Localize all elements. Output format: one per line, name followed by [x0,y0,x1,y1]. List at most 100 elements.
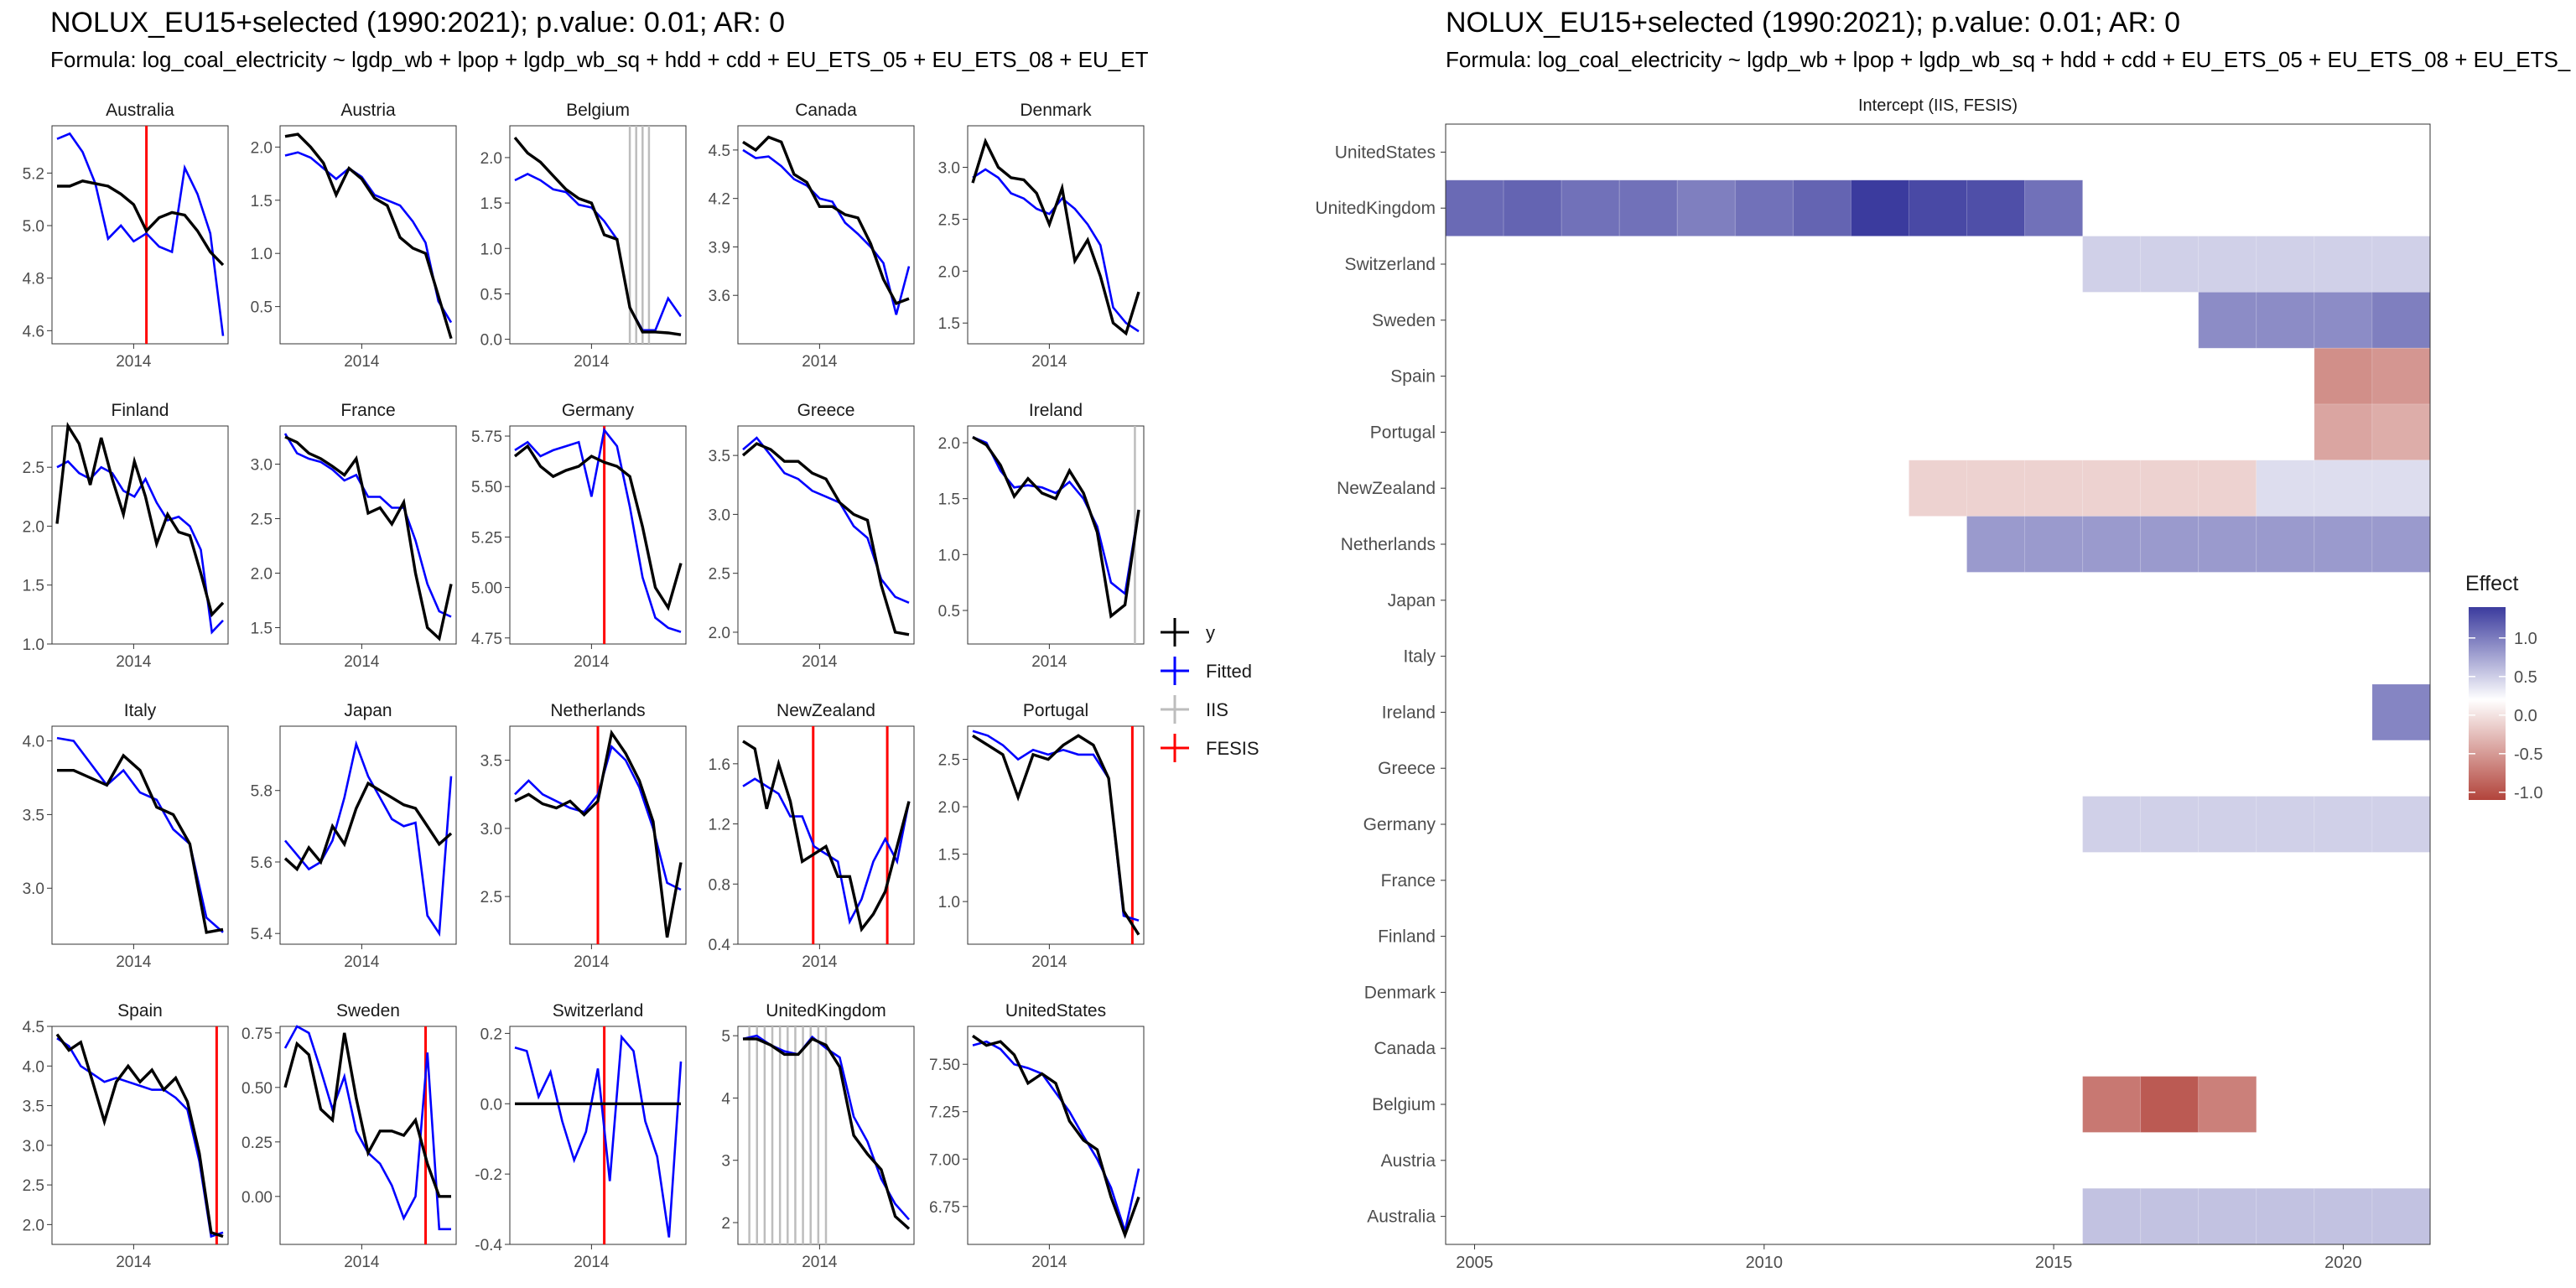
y-tick-label: 2.5 [709,566,730,584]
heatmap-cell [2082,236,2142,293]
heatmap-cell [2371,291,2431,349]
y-tick-label: 0.5 [480,286,502,304]
row-label: Canada [1374,1039,1436,1058]
y-line [742,135,910,306]
heatmap-cell [2082,1187,2142,1245]
facet-title: UnitedKingdom [766,1001,886,1021]
y-tick-label: 2.0 [23,518,44,536]
colorbar-label: 1.0 [2514,630,2537,648]
facet-title: France [340,401,395,420]
facet-canada: Canada 2014 3.6 3.9 4.2 4.5 [709,101,915,371]
y-tick-label: 3.5 [480,753,502,771]
facet-switzerland: Switzerland 2014 -0.4 -0.2 0.0 0.2 [475,1001,687,1271]
heatmap-cell [2314,516,2373,573]
legend-label: IIS [1206,699,1228,720]
x-tick-label: 2014 [344,653,380,671]
y-line [972,1034,1140,1239]
heatmap-cell [2082,1076,2142,1133]
y-tick-label: 1.5 [938,491,960,509]
y-tick-label: 5.75 [471,428,502,446]
facet-newzealand: NewZealand 2014 0.4 0.8 1.2 1.6 [709,701,915,971]
facet-panel [279,1026,457,1245]
facet-finland: Finland 2014 1.0 1.5 2.0 2.5 [23,401,229,671]
heatmap-cell [1966,460,2026,517]
fitted-line [284,740,453,937]
heatmap-cell [1908,179,1968,237]
legend-title: Effect [2465,572,2519,595]
heatmap-cell [2198,1076,2257,1133]
y-tick-label: 2.0 [480,150,502,168]
x-tick-label: 2014 [574,1254,610,1271]
row-label: Belgium [1372,1095,1436,1114]
heatmap-cell [2198,460,2257,517]
x-tick-label: 2015 [2035,1254,2073,1272]
y-tick-label: 1.0 [23,636,44,654]
legend-label: Fitted [1206,661,1252,682]
row-label: Austria [1381,1151,1436,1171]
heatmap-cell [2198,236,2257,293]
y-tick-label: 2.5 [938,752,960,770]
fitted-line [972,436,1140,596]
y-line [284,132,453,340]
x-tick-label: 2014 [1031,953,1067,971]
row-label: France [1381,871,1436,891]
y-tick-label: 0.50 [242,1080,273,1098]
y-tick-label: 3.6 [709,288,730,305]
facet-title: Australia [106,101,174,120]
y-tick-label: 5.4 [251,926,273,943]
x-tick-label: 2014 [116,953,152,971]
heatmap-strip-title: Intercept (IIS, FESIS) [1858,96,2018,115]
y-tick-label: 3.0 [709,506,730,524]
heatmap-chart: Intercept (IIS, FESIS) UnitedStates United… [1315,96,2542,1272]
facet-title: Belgium [566,101,630,120]
right-chart-formula: Formula: log_coal_electricity ~ lgdp_wb … [1446,47,2571,72]
y-tick-label: 4 [721,1090,730,1108]
heatmap-cell [2256,516,2315,573]
heatmap-cell [2140,516,2199,573]
y-tick-label: 0.2 [480,1026,502,1043]
y-line [57,179,225,267]
y-tick-label: 4.2 [709,191,730,209]
heatmap-cell [2140,1187,2199,1245]
y-tick-label: 1.0 [251,246,273,263]
y-tick-label: 3.5 [23,1098,44,1116]
facet-panel [51,1026,229,1245]
y-tick-label: 1.5 [938,315,960,333]
y-tick-label: 0.4 [709,937,731,954]
y-line [57,753,224,934]
y-line [283,781,453,872]
right-chart-title: NOLUX_EU15+selected (1990:2021); p.value… [1446,7,2180,39]
y-tick-label: 0.0 [480,1096,502,1114]
x-tick-label: 2014 [802,353,838,371]
facet-panel [509,1026,687,1245]
x-tick-label: 2014 [344,1254,380,1271]
facet-unitedstates: UnitedStates 2014 6.75 7.00 7.25 7.50 [929,1001,1145,1271]
y-tick-label: 6.75 [929,1199,960,1217]
heatmap-cell [1734,179,1794,237]
heatmap-cell [2024,179,2084,237]
heatmap-cell [1445,179,1504,237]
x-tick-label: 2014 [802,953,838,971]
heatmap-cell [1503,179,1562,237]
y-line [283,1032,451,1198]
heatmap-cell [2024,460,2084,517]
facet-title: Spain [117,1001,163,1021]
heatmap-cell [1792,179,1852,237]
x-tick-label: 2014 [1031,653,1067,671]
facet-panel [279,425,457,645]
y-tick-label: 3.0 [23,880,44,898]
row-label: Finland [1378,927,1436,947]
facet-panel [279,725,457,945]
facet-title: Netherlands [550,701,645,720]
y-tick-label: 3 [721,1153,730,1171]
y-tick-label: 1.2 [709,817,730,834]
x-tick-label: 2014 [116,353,152,371]
facet-title: Greece [797,401,855,420]
y-tick-label: 0.75 [242,1026,273,1043]
heatmap-cell [2314,347,2373,405]
heatmap-cell [2198,291,2257,349]
heatmap-cell [2198,516,2257,573]
y-tick-label: 2.0 [938,799,960,817]
facet-netherlands: Netherlands 2014 2.5 3.0 3.5 [480,701,687,971]
heatmap-cell [2371,796,2431,853]
